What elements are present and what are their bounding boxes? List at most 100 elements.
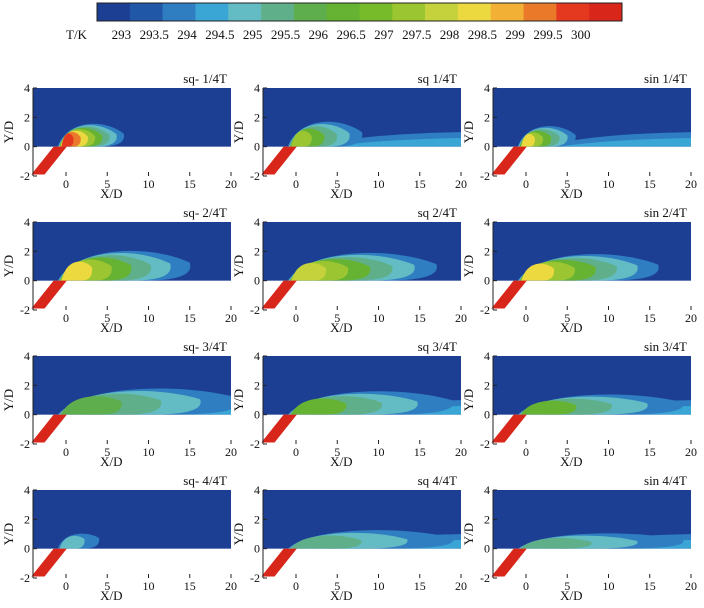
x-tick-label: 0: [63, 311, 69, 325]
x-tick-label: 0: [293, 311, 299, 325]
y-tick-label: 0: [254, 140, 260, 154]
y-tick-label: 0: [254, 408, 260, 422]
colorbar-tick-label: 300: [571, 27, 591, 42]
colorbar-tick-label: 293: [112, 27, 132, 42]
panel-title: sq 2/4T: [418, 205, 457, 220]
y-axis-label: Y/D: [461, 389, 476, 411]
x-tick-label: 15: [184, 445, 196, 459]
y-tick-label: 0: [24, 408, 30, 422]
y-tick-label: 4: [24, 483, 30, 497]
x-axis-label: X/D: [100, 454, 122, 469]
y-tick-label: 4: [254, 349, 260, 363]
y-tick-label: -2: [480, 437, 490, 451]
x-tick-label: 0: [293, 579, 299, 593]
x-tick-label: 10: [373, 177, 385, 191]
plume-contour: [291, 398, 347, 415]
x-tick-label: 15: [644, 311, 656, 325]
x-tick-label: 20: [455, 311, 467, 325]
contour-panel: -2 0 2 4 0 5 10 15 20 X/D Y/D sq 3/4T: [231, 339, 467, 469]
y-tick-label: 4: [254, 483, 260, 497]
x-tick-label: 10: [603, 445, 615, 459]
y-tick-label: 0: [484, 408, 490, 422]
y-tick-label: -2: [250, 303, 260, 317]
y-tick-label: 2: [24, 512, 30, 526]
y-tick-label: 4: [254, 81, 260, 95]
colorbar-tick-label: 297.5: [402, 27, 431, 42]
x-tick-label: 20: [225, 579, 237, 593]
y-tick-label: 2: [24, 244, 30, 258]
x-tick-label: 15: [414, 445, 426, 459]
x-tick-label: 10: [143, 579, 155, 593]
colorbar-swatch: [556, 3, 590, 21]
jet-hole: [261, 280, 297, 309]
contour-panel: -2 0 2 4 0 5 10 15 20 X/D Y/D sq- 4/4T: [1, 473, 237, 603]
y-tick-label: 4: [484, 483, 490, 497]
plume-contour: [520, 537, 592, 549]
y-tick-label: 2: [24, 378, 30, 392]
jet-hole: [31, 280, 67, 309]
y-axis-label: Y/D: [231, 255, 246, 277]
plume-contour: [61, 396, 122, 415]
y-tick-label: 2: [484, 512, 490, 526]
y-tick-label: 4: [484, 215, 490, 229]
jet-hole: [491, 414, 527, 443]
jet-hole: [261, 548, 297, 577]
x-axis-label: X/D: [100, 320, 122, 335]
panel-title: sq- 2/4T: [183, 205, 227, 220]
x-tick-label: 20: [455, 177, 467, 191]
x-tick-label: 0: [523, 177, 529, 191]
x-tick-label: 10: [603, 579, 615, 593]
jet-hole: [31, 146, 67, 175]
x-tick-label: 15: [414, 311, 426, 325]
x-tick-label: 20: [685, 177, 697, 191]
colorbar-swatch: [523, 3, 557, 21]
colorbar-tick-label: 294.5: [205, 27, 234, 42]
contour-panel: -2 0 2 4 0 5 10 15 20 X/D Y/D sq- 1/4T: [1, 71, 237, 201]
plume-contour: [61, 261, 93, 281]
y-tick-label: 4: [484, 81, 490, 95]
jet-hole: [491, 548, 527, 577]
y-tick-label: 2: [254, 378, 260, 392]
colorbar-swatch: [457, 3, 492, 21]
colorbar-tick-label: 298: [440, 27, 460, 42]
y-tick-label: 0: [24, 274, 30, 288]
x-tick-label: 5: [334, 445, 340, 459]
colorbar: T/K 293 293.5 294 294.5 295 295.5 296 296.5 297 2…: [66, 2, 623, 42]
x-tick-label: 0: [523, 445, 529, 459]
y-axis-label: Y/D: [1, 389, 16, 411]
jet-hole: [31, 414, 67, 443]
x-tick-label: 10: [143, 445, 155, 459]
x-tick-label: 0: [63, 177, 69, 191]
x-tick-label: 20: [685, 311, 697, 325]
y-tick-label: -2: [250, 437, 260, 451]
x-axis-label: X/D: [560, 320, 582, 335]
colorbar-swatch: [228, 3, 262, 21]
x-axis-label: X/D: [560, 454, 582, 469]
x-tick-label: 15: [184, 311, 196, 325]
y-tick-label: 0: [484, 140, 490, 154]
y-tick-label: 4: [254, 215, 260, 229]
x-axis-label: X/D: [330, 454, 352, 469]
x-tick-label: 15: [184, 177, 196, 191]
crossflow-field: [33, 490, 231, 549]
x-tick-label: 5: [104, 311, 110, 325]
y-tick-label: 2: [254, 244, 260, 258]
colorbar-tick-label: 296.5: [336, 27, 365, 42]
jet-hole: [491, 280, 527, 309]
x-tick-label: 20: [225, 177, 237, 191]
x-axis-label: X/D: [560, 588, 582, 603]
x-axis-label: X/D: [330, 186, 352, 201]
y-tick-label: -2: [20, 169, 30, 183]
x-tick-label: 20: [455, 445, 467, 459]
y-tick-label: 2: [24, 110, 30, 124]
y-axis-label: Y/D: [231, 523, 246, 545]
x-axis-label: X/D: [100, 186, 122, 201]
y-tick-label: 4: [24, 349, 30, 363]
colorbar-swatch: [326, 3, 360, 21]
y-axis-label: Y/D: [231, 121, 246, 143]
colorbar-tick-label: 295: [243, 27, 263, 42]
wall-band: [559, 137, 691, 147]
colorbar-tick-label: 299.5: [533, 27, 562, 42]
contour-panel: -2 0 2 4 0 5 10 15 20 X/D Y/D sq- 3/4T: [1, 339, 237, 469]
x-tick-label: 15: [414, 177, 426, 191]
